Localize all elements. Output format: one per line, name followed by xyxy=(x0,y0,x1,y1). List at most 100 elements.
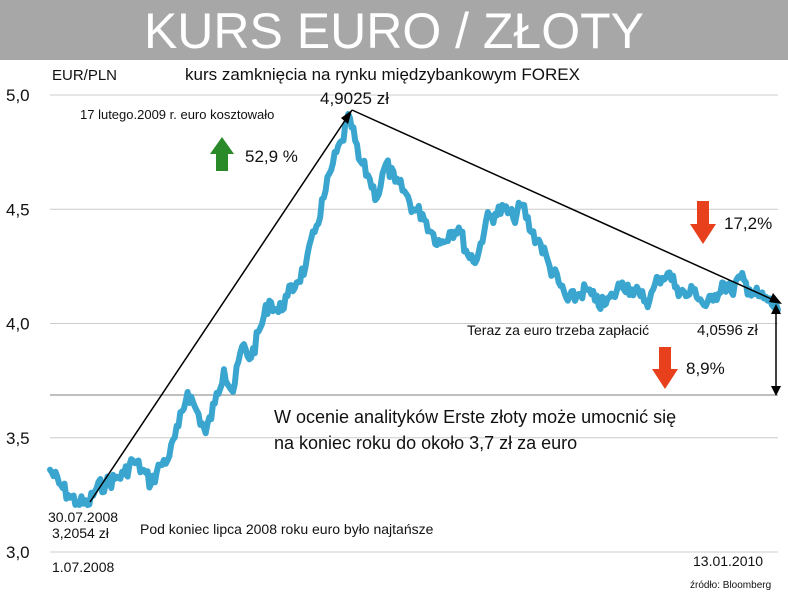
series-point xyxy=(438,241,444,247)
series-point xyxy=(574,293,580,299)
grid xyxy=(50,94,778,553)
current-rate-value: 4,0596 zł xyxy=(697,322,759,339)
series-point xyxy=(756,293,762,299)
series-point xyxy=(728,289,734,295)
up-arrow-icon xyxy=(210,137,234,171)
series-point xyxy=(374,195,380,201)
series-point xyxy=(365,172,371,178)
current-rate-label: Teraz za euro trzeba zapłacić xyxy=(467,322,649,338)
x-start-label: 1.07.2008 xyxy=(52,559,114,575)
series-point xyxy=(710,298,716,304)
series-point xyxy=(103,480,109,486)
series-point xyxy=(392,179,398,185)
series-point xyxy=(230,389,236,395)
y-tick-label: 4,5 xyxy=(6,200,30,219)
series-point xyxy=(203,430,209,436)
series-point xyxy=(456,225,462,231)
peak-value: 4,9025 zł xyxy=(320,89,389,108)
series-point xyxy=(47,467,53,473)
series-point xyxy=(383,161,389,167)
series-point xyxy=(429,229,435,235)
series-point xyxy=(565,298,571,304)
low-date: 30.07.2008 xyxy=(48,509,118,525)
series-point xyxy=(212,400,218,406)
series-point xyxy=(74,499,80,505)
series-point xyxy=(410,206,416,212)
series-point xyxy=(257,325,263,331)
series-point xyxy=(474,257,480,263)
series-point xyxy=(321,195,327,201)
series-point xyxy=(312,229,318,235)
series-point xyxy=(683,293,689,299)
series-point xyxy=(647,298,653,304)
forecast-text-line1: W ocenie analityków Erste złoty może umo… xyxy=(274,407,676,427)
series-point xyxy=(447,229,453,235)
series-point xyxy=(465,252,471,258)
series-point xyxy=(656,275,662,281)
series-point xyxy=(556,279,562,285)
source-label: źródło: Bloomberg xyxy=(690,580,771,591)
series-point xyxy=(492,211,498,217)
series-point xyxy=(130,458,136,464)
trend-rise-line xyxy=(89,109,353,503)
series-point xyxy=(339,138,345,144)
series-point xyxy=(765,298,771,304)
series-point xyxy=(628,286,634,292)
series-point xyxy=(592,298,598,304)
series-point xyxy=(56,480,62,486)
series-point xyxy=(166,453,172,459)
trend-fall-line xyxy=(351,109,779,303)
series-point xyxy=(194,407,200,413)
series-point xyxy=(85,502,91,508)
series-point xyxy=(737,275,743,281)
series-point xyxy=(284,293,290,299)
trend-rise-arrowhead xyxy=(341,110,352,124)
y-tick-labels: 3,0 3,5 4,0 4,5 5,0 xyxy=(6,86,30,562)
series-point xyxy=(583,286,589,292)
series-point xyxy=(637,293,643,299)
y-axis-label: EUR/PLN xyxy=(52,67,117,84)
series-point xyxy=(239,343,245,349)
forecast-range-bottom-arrowhead xyxy=(771,386,781,396)
series-point xyxy=(692,286,698,292)
series-point xyxy=(330,161,336,167)
forecast-percent: 8,9% xyxy=(686,359,725,378)
series-point xyxy=(221,366,227,372)
forecast-text-line2: na koniec roku do około 3,7 zł za euro xyxy=(274,433,577,453)
series-point xyxy=(401,188,407,194)
series-point xyxy=(139,467,145,473)
series-point xyxy=(112,476,118,482)
x-end-label: 13.01.2010 xyxy=(693,553,763,569)
fall-percent: 17,2% xyxy=(724,214,772,233)
chart-title: KURS EURO / ZŁOTY xyxy=(143,3,645,59)
series-point xyxy=(610,293,616,299)
y-tick-label: 3,5 xyxy=(6,429,30,448)
series-point xyxy=(510,215,516,221)
series-point xyxy=(294,279,300,285)
series-point xyxy=(538,241,544,247)
series-point xyxy=(501,206,507,212)
title-bar xyxy=(0,0,788,60)
series-point xyxy=(157,462,163,468)
series-point xyxy=(303,263,309,269)
y-tick-label: 5,0 xyxy=(6,86,30,105)
forecast-range-top-arrowhead xyxy=(771,304,781,314)
series-point xyxy=(701,302,707,308)
low-annotation: Pod koniec lipca 2008 roku euro było naj… xyxy=(140,521,434,537)
series-point xyxy=(547,263,553,269)
down-arrow-icon xyxy=(652,347,678,389)
series-point xyxy=(275,309,281,315)
series-point xyxy=(248,355,254,361)
trend-fall-arrowhead xyxy=(769,293,782,304)
low-value: 3,2054 zł xyxy=(52,525,110,541)
series-point xyxy=(601,302,607,308)
series-point xyxy=(356,156,362,162)
series-point xyxy=(175,423,181,429)
series-point xyxy=(674,284,680,290)
series-point xyxy=(665,270,671,276)
series-point xyxy=(121,471,127,477)
chart-subtitle: kurs zamknięcia na rynku międzybankowym … xyxy=(185,65,580,84)
series-point xyxy=(266,298,272,304)
series-point xyxy=(483,218,489,224)
